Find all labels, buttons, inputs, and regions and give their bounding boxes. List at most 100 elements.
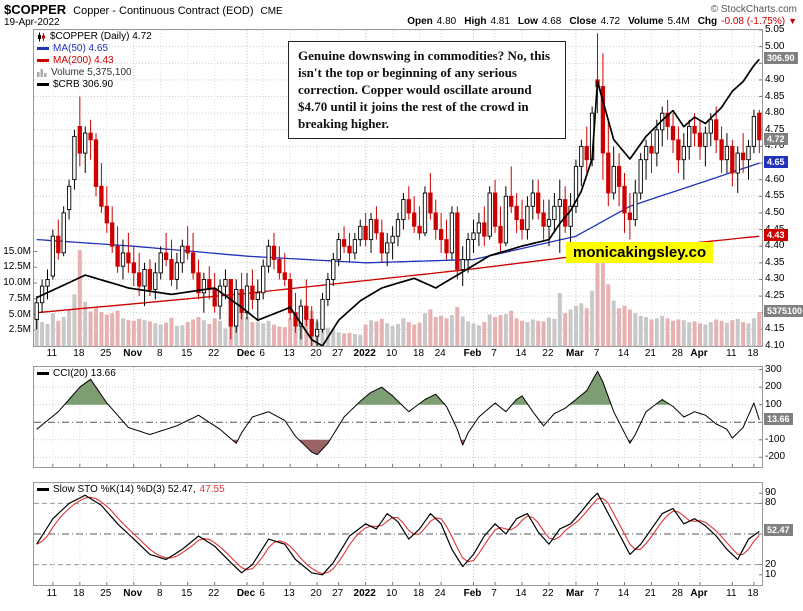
x-axis-label: 2022 — [353, 588, 376, 599]
x-axis-label: 22 — [208, 588, 220, 599]
x-axis-label: 28 — [671, 348, 683, 359]
chart-header: $COPPER Copper - Continuous Contract (EO… — [4, 2, 283, 17]
high-value: 4.81 — [490, 16, 510, 27]
x-axis-label: 13 — [283, 588, 295, 599]
x-axis-label: Feb — [463, 348, 482, 359]
x-axis-label: 6 — [259, 348, 265, 359]
watermark-text: monicakingsley.co — [573, 244, 707, 261]
x-axis-label: Mar — [566, 348, 584, 359]
low-label: Low — [517, 16, 538, 27]
x-axis-label: 18 — [413, 588, 425, 599]
legend-ma200: MA(200) 4.43 — [37, 55, 114, 66]
price-tick-label: 4.60 — [765, 173, 785, 185]
x-axis-label: 18 — [747, 348, 759, 359]
x-axis-label: 24 — [434, 588, 446, 599]
volume-tick-label: 10.0M — [3, 277, 31, 288]
watermark-label: monicakingsley.co — [566, 242, 714, 263]
x-axis-label: 7 — [593, 348, 600, 359]
x-axis-label: 6 — [259, 588, 265, 599]
x-axis-label: 28 — [671, 588, 683, 599]
annotation-text: Genuine downswing in commodities? No, th… — [298, 48, 551, 131]
chg-label: Chg — [697, 16, 718, 27]
x-axis-label: 15 — [181, 588, 193, 599]
cci-tick-label: -100 — [765, 433, 786, 445]
x-axis-label: Apr — [690, 348, 708, 359]
low-value: 4.68 — [541, 16, 562, 27]
sto-tick-label: 80 — [765, 497, 777, 509]
volume-label: Volume — [628, 16, 664, 27]
copyright: © StockCharts.com — [710, 4, 797, 15]
x-axis-label: Apr — [690, 588, 708, 599]
legend-cci: CCI(20) 13.66 — [37, 368, 116, 379]
sto-tick-label: 90 — [765, 487, 777, 499]
ma50-line-swatch — [37, 47, 49, 50]
volume-tick-label: 12.5M — [3, 261, 31, 273]
cci-tick-label: 100 — [765, 398, 782, 410]
x-axis-label: 10 — [386, 588, 398, 599]
x-axis-label: 7 — [491, 588, 497, 599]
cci-line-swatch — [37, 372, 49, 375]
x-axis-label: Nov — [123, 588, 143, 599]
volume-tick-label: 7.5M — [8, 292, 31, 304]
axis-value-box: 4.72 — [764, 132, 788, 145]
main-chart-panel — [33, 29, 763, 347]
x-axis-label: 14 — [617, 588, 630, 599]
price-tick-label: 4.85 — [765, 90, 785, 102]
ma200-line-swatch — [37, 59, 49, 62]
sto-tick-label: 20 — [765, 558, 777, 570]
x-axis-label: 10 — [386, 348, 398, 359]
x-axis-label: 7 — [491, 348, 497, 359]
volume-value: 5.4M — [667, 16, 690, 27]
cci-tick-label: 300 — [765, 363, 782, 375]
axis-value-box: 13.66 — [764, 412, 793, 425]
legend-sto-k-label: Slow STO %K(14) %D(3) 52.47, — [53, 484, 196, 495]
page-title: Copper - Continuous Contract (EOD) — [73, 5, 254, 17]
x-axis-label: 21 — [644, 348, 656, 359]
axis-value-box: 306.90 — [764, 52, 798, 65]
legend-crb-label: $CRB 306.90 — [53, 79, 114, 90]
stochastic-plot — [34, 483, 762, 585]
close-label: Close — [569, 16, 597, 27]
axis-value-box: 4.65 — [764, 156, 788, 169]
sto-tick-label: 10 — [765, 568, 777, 580]
x-axis-label: 14 — [515, 588, 527, 599]
sto-line-swatch — [37, 488, 49, 491]
x-axis-label: 11 — [726, 348, 737, 359]
price-tick-label: 4.25 — [765, 290, 785, 302]
x-axis-label: 22 — [542, 588, 554, 599]
cci-tick-label: -200 — [765, 451, 786, 463]
symbol: $COPPER — [4, 2, 67, 17]
axis-value-box: 52.47 — [764, 524, 793, 537]
x-axis-label: 21 — [644, 588, 656, 599]
x-axis-label: 7 — [593, 588, 600, 599]
x-axis-label: 22 — [208, 348, 220, 359]
cci-plot — [34, 367, 762, 467]
volume-tick-label: 5.0M — [8, 308, 31, 320]
legend-ma50-label: MA(50) 4.65 — [53, 43, 109, 54]
x-axis-label: 13 — [283, 348, 295, 359]
chart-date: 19-Apr-2022 — [4, 17, 60, 28]
legend-volume-label: Volume 5,375,100 — [51, 67, 132, 78]
axis-value-box: 5375100 — [764, 305, 803, 318]
price-tick-label: 4.70 — [765, 140, 785, 152]
down-arrow-icon: ▼ — [788, 16, 797, 26]
price-tick-label: 5.05 — [765, 24, 785, 35]
x-axis-label: 11 — [726, 588, 737, 599]
volume-tick-label: 2.5M — [8, 324, 31, 336]
x-axis-label: 8 — [156, 348, 163, 359]
legend-ma50: MA(50) 4.65 — [37, 43, 108, 54]
legend-stochastic: Slow STO %K(14) %D(3) 52.47, 47.55 — [37, 484, 225, 495]
volume-tick-label: 15.0M — [3, 245, 31, 257]
x-axis-label: 18 — [747, 588, 759, 599]
price-tick-label: 4.45 — [765, 224, 784, 235]
x-axis-label: Dec — [236, 348, 256, 359]
x-axis-label: 20 — [310, 588, 322, 599]
volume-bars-icon — [37, 69, 47, 77]
open-label: Open — [407, 16, 433, 27]
x-axis-label: 11 — [46, 588, 58, 599]
x-axis-label: 25 — [100, 348, 112, 359]
price-tick-label: 5.00 — [765, 40, 785, 52]
legend-volume: Volume 5,375,100 — [37, 67, 132, 78]
x-axis-label: 14 — [515, 348, 527, 359]
price-tick-label: 4.15 — [765, 323, 785, 335]
